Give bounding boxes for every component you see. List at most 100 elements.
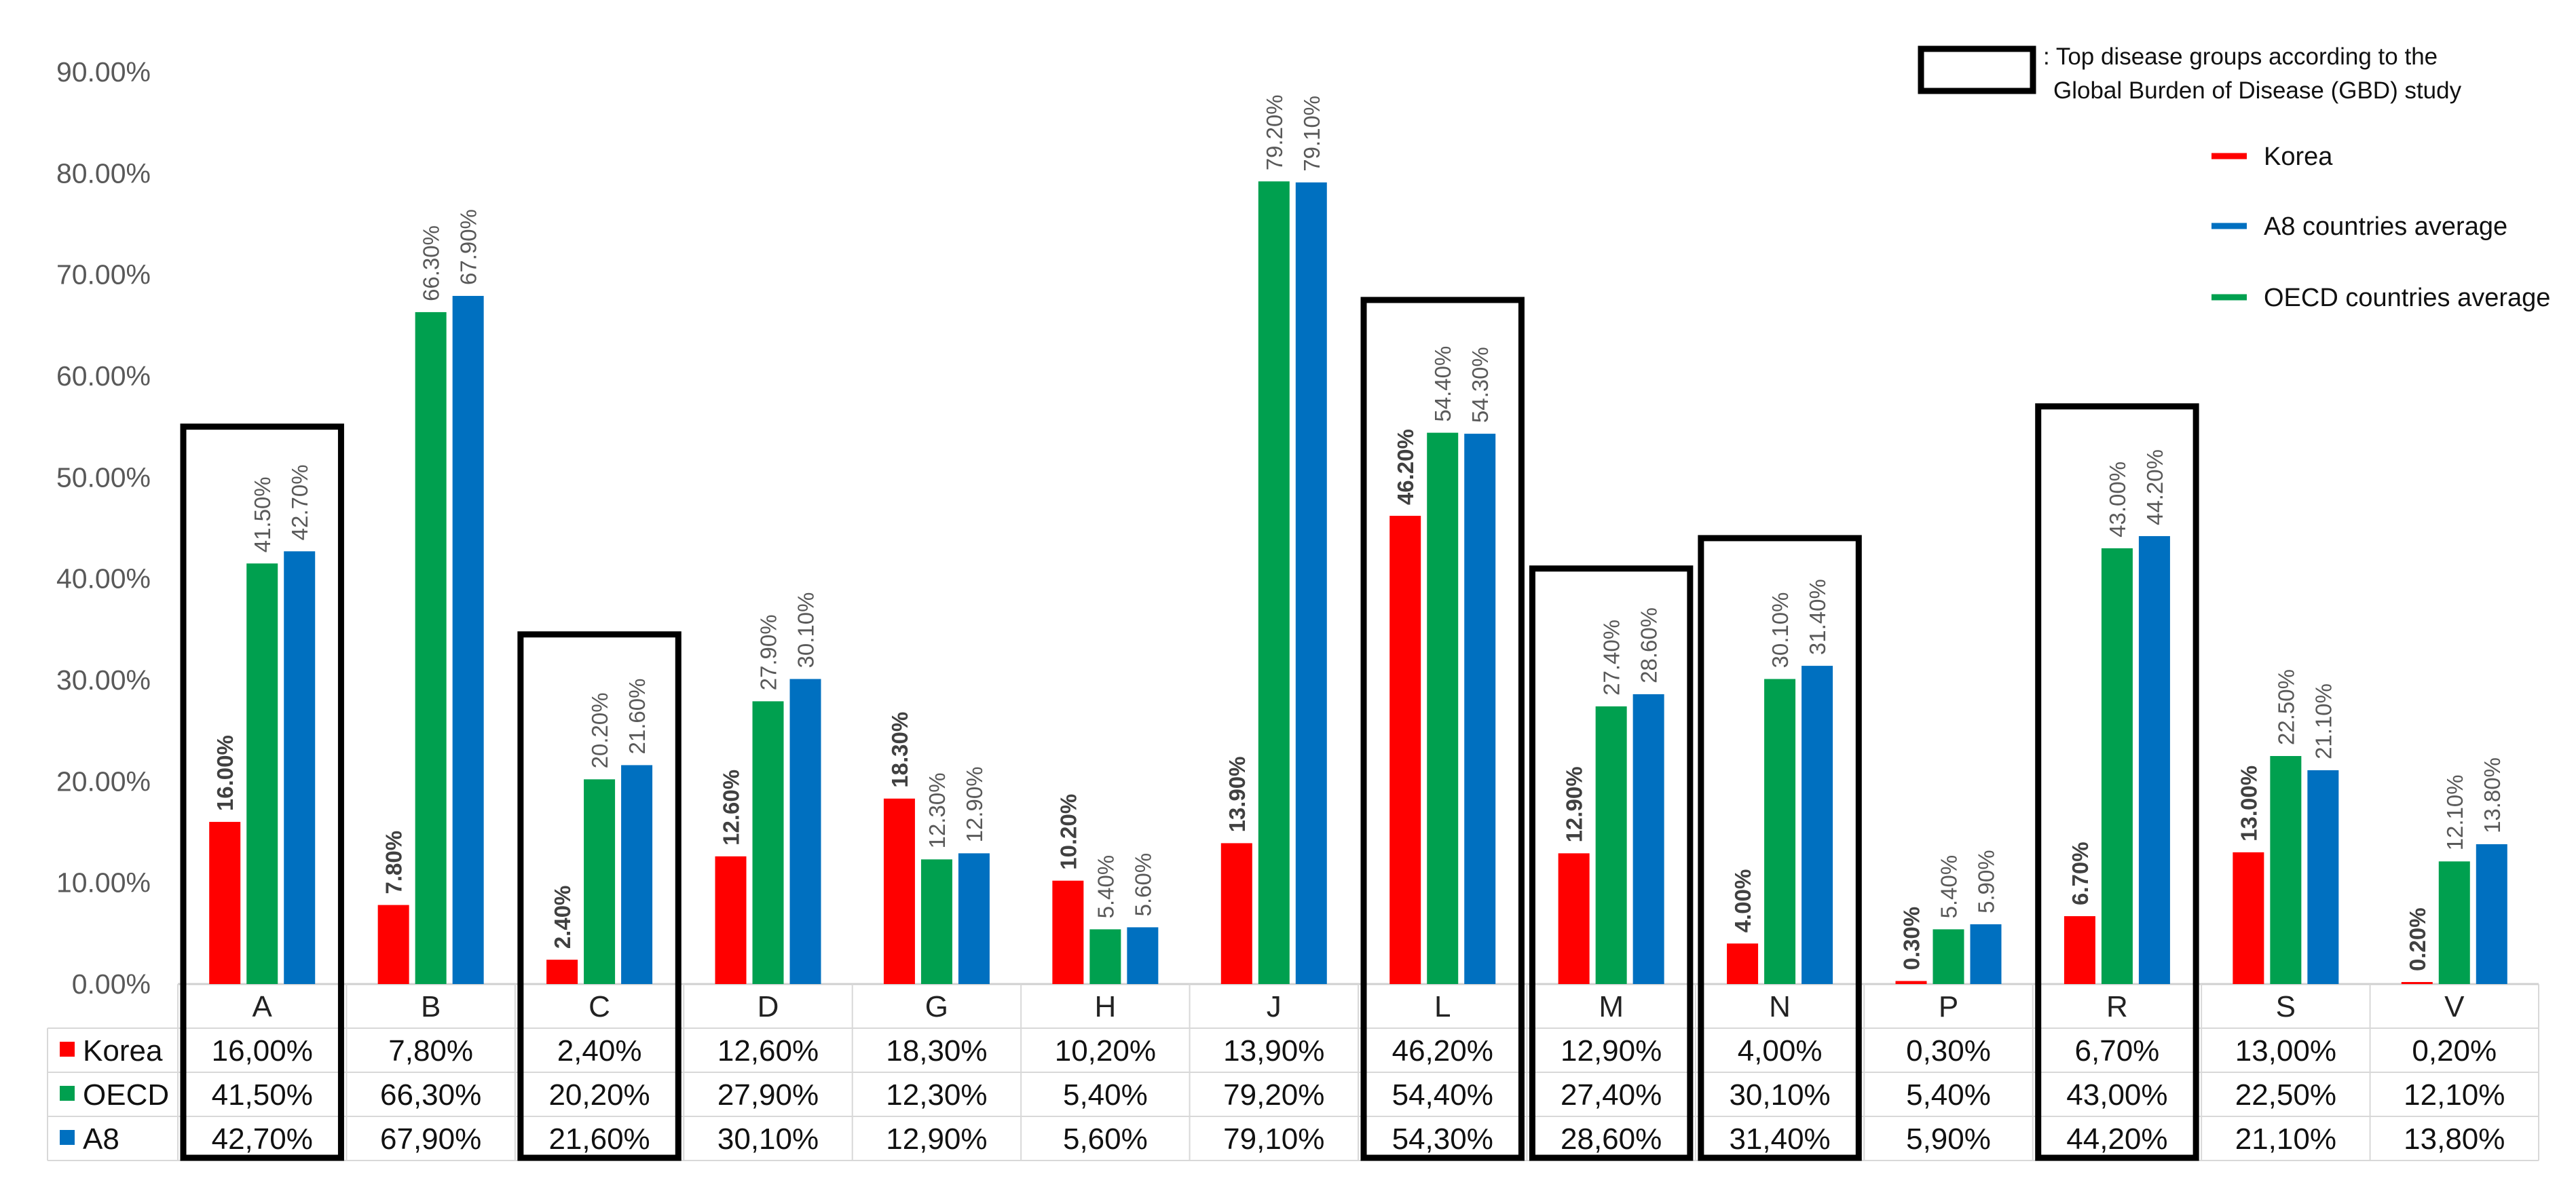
- bar-korea-H: [1052, 880, 1084, 984]
- table-cell: 27,40%: [1561, 1078, 1662, 1112]
- category-label-V: V: [2444, 990, 2465, 1023]
- y-tick-label: 60.00%: [56, 360, 151, 392]
- bar-a8-H: [1127, 927, 1159, 984]
- table-cell: 21,10%: [2235, 1122, 2336, 1156]
- category-label-S: S: [2276, 990, 2296, 1023]
- bar-value-label: 20.20%: [587, 692, 612, 768]
- table-cell: 30,10%: [717, 1122, 819, 1156]
- bar-a8-R: [2138, 535, 2170, 984]
- bar-a8-S: [2307, 770, 2339, 984]
- bar-value-label: 10.20%: [1056, 794, 1081, 870]
- bar-a8-N: [1802, 666, 1833, 984]
- bar-value-label: 41.50%: [250, 476, 275, 552]
- table-cell: 42,70%: [212, 1122, 313, 1156]
- table-cell: 54,30%: [1392, 1122, 1493, 1156]
- table-cell: 2,40%: [557, 1034, 642, 1068]
- table-cell: 28,60%: [1561, 1122, 1662, 1156]
- y-tick-label: 20.00%: [56, 766, 151, 797]
- bar-korea-B: [377, 905, 409, 984]
- table-cell: 31,40%: [1729, 1122, 1830, 1156]
- bar-oecd-H: [1089, 929, 1121, 984]
- category-label-R: R: [2106, 990, 2128, 1023]
- bar-value-label: 12.60%: [719, 770, 744, 846]
- legend: : Top disease groups according to the Gl…: [1918, 43, 2550, 312]
- category-label-H: H: [1094, 990, 1116, 1023]
- bar-korea-D: [715, 856, 747, 984]
- table-cell: 21,60%: [548, 1122, 650, 1156]
- bar-value-label: 18.30%: [887, 712, 912, 788]
- gbd-highlight-box-C: [517, 631, 682, 1161]
- bar-value-label: 2.40%: [550, 886, 575, 949]
- bar-a8-J: [1295, 182, 1327, 985]
- bar-oecd-A: [246, 563, 278, 984]
- table-cell: 27,90%: [717, 1078, 819, 1112]
- bar-value-label: 42.70%: [287, 464, 312, 540]
- table-cell: 5,60%: [1063, 1122, 1148, 1156]
- bar-value-label: 46.20%: [1393, 429, 1418, 505]
- bar-value-label: 27.40%: [1599, 620, 1624, 696]
- table-cell: 67,90%: [380, 1122, 481, 1156]
- category-label-P: P: [1939, 990, 1958, 1023]
- bar-oecd-C: [584, 779, 616, 984]
- y-tick-label: 0.00%: [72, 968, 151, 1000]
- bar-value-label: 67.90%: [456, 209, 481, 285]
- bar-value-label: 13.80%: [2480, 757, 2505, 833]
- bar-korea-A: [209, 822, 241, 984]
- table-cell: 5,40%: [1906, 1078, 1991, 1112]
- bar-value-label: 21.10%: [2311, 683, 2336, 759]
- legend-label: OECD countries average: [2264, 284, 2550, 312]
- table-cell: 12,10%: [2404, 1078, 2505, 1112]
- bar-korea-G: [883, 798, 915, 984]
- legend-label: A8 countries average: [2264, 212, 2507, 241]
- bar-oecd-J: [1258, 181, 1290, 984]
- bar-korea-P: [1895, 981, 1927, 984]
- bar-a8-C: [621, 765, 653, 984]
- category-label-L: L: [1434, 990, 1451, 1023]
- table-cell: 12,90%: [1561, 1034, 1662, 1068]
- bar-oecd-G: [920, 859, 952, 984]
- bar-korea-J: [1220, 843, 1252, 984]
- table-cell: 79,10%: [1223, 1122, 1324, 1156]
- category-label-J: J: [1267, 990, 1282, 1023]
- category-label-C: C: [589, 990, 610, 1023]
- bar-value-label: 13.00%: [2236, 766, 2261, 842]
- gbd-highlight-box-A: [180, 423, 344, 1161]
- bar-value-label: 66.30%: [419, 225, 444, 301]
- table-cell: 10,20%: [1055, 1034, 1156, 1068]
- bar-value-label: 43.00%: [2105, 461, 2130, 537]
- table-cell: 13,80%: [2404, 1122, 2505, 1156]
- y-tick-label: 50.00%: [56, 461, 151, 493]
- bars: [209, 181, 2507, 985]
- table-cell: 13,00%: [2235, 1034, 2336, 1068]
- bar-value-label: 54.40%: [1430, 346, 1455, 422]
- table-cell: 41,50%: [212, 1078, 313, 1112]
- table-cell: 12,60%: [717, 1034, 819, 1068]
- table-cell: 18,30%: [886, 1034, 987, 1068]
- table-cell: 20,20%: [548, 1078, 650, 1112]
- bar-value-label: 5.40%: [1093, 855, 1118, 919]
- bar-oecd-B: [415, 312, 447, 984]
- bar-value-label: 6.70%: [2068, 842, 2093, 905]
- table-row-header: A8: [83, 1122, 119, 1156]
- category-label-B: B: [421, 990, 441, 1023]
- table-cell: 66,30%: [380, 1078, 481, 1112]
- category-label-N: N: [1769, 990, 1791, 1023]
- bar-value-label: 12.30%: [925, 772, 950, 848]
- bar-korea-V: [2401, 982, 2433, 984]
- bar-value-label: 44.20%: [2142, 449, 2167, 525]
- bar-value-label: 0.30%: [1899, 907, 1924, 970]
- bar-a8-M: [1632, 694, 1664, 984]
- table-cell: 0,30%: [1906, 1034, 1991, 1068]
- bar-value-label: 5.40%: [1937, 855, 1962, 919]
- bar-value-label: 12.90%: [962, 766, 987, 842]
- bar-korea-C: [546, 960, 578, 984]
- bar-value-label: 4.00%: [1730, 869, 1755, 933]
- bar-value-label: 79.10%: [1299, 96, 1324, 172]
- bar-a8-L: [1464, 434, 1496, 984]
- bar-korea-R: [2064, 916, 2095, 984]
- bar-oecd-R: [2101, 548, 2133, 984]
- table-cell: 79,20%: [1223, 1078, 1324, 1112]
- bar-value-label: 16.00%: [212, 735, 238, 811]
- bar-value-labels: 16.00% 41.50% 42.70% 7.80% 66.30% 67.90% 2.40%…: [212, 94, 2505, 971]
